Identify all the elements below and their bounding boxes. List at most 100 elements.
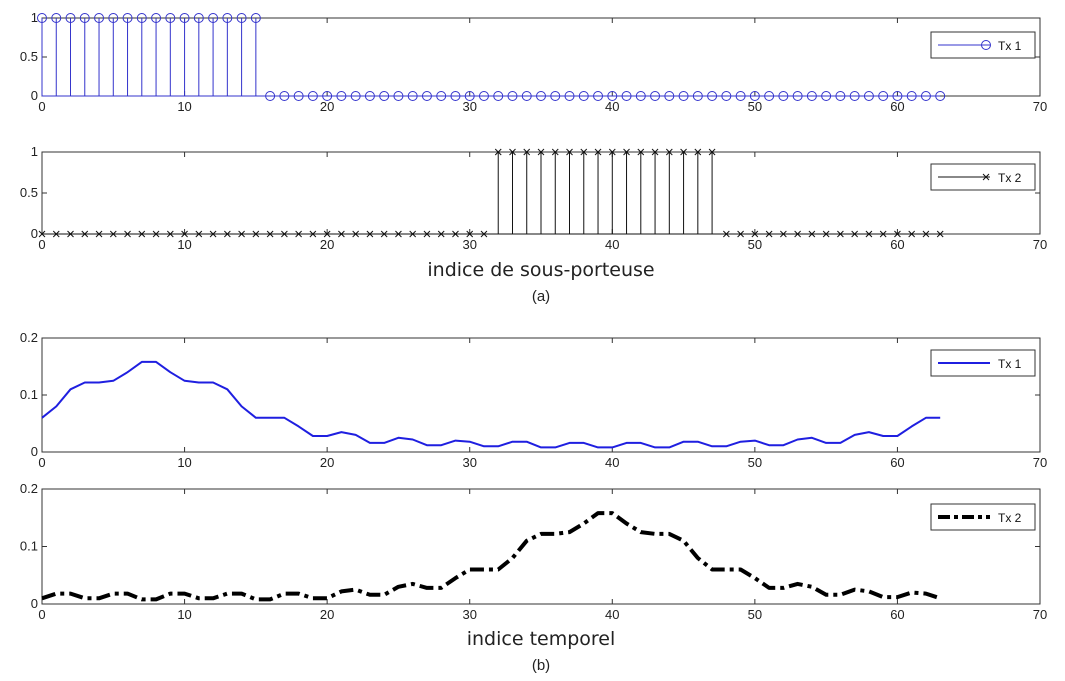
stem-marker [594, 148, 602, 156]
stem-marker [37, 13, 47, 23]
x-tick-label: 20 [320, 99, 334, 114]
x-tick-label: 10 [177, 99, 191, 114]
legend-label: Tx 1 [998, 357, 1022, 371]
stem-marker [608, 148, 616, 156]
x-tick-label: 50 [748, 237, 762, 252]
x-axis-label: indice de sous-porteuse [427, 259, 654, 281]
stem-marker [537, 148, 545, 156]
panel-b-bottom: 0 10 20 30 40 50 60 70 0 0.1 0.2 Tx 2 indice temp… [20, 481, 1047, 674]
x-tick-label: 70 [1033, 99, 1047, 114]
x-tick-label: 50 [748, 607, 762, 622]
y-tick-label: 0.2 [20, 330, 38, 345]
stem-marker [94, 13, 105, 23]
legend: Tx 2 [930, 163, 1036, 191]
panel-a-top: 0 10 20 30 40 50 60 70 0 0.5 1 Tx 1 [20, 10, 1047, 114]
stem-marker [494, 148, 502, 156]
legend-sample [938, 40, 991, 50]
stem-marker [708, 148, 716, 156]
stem-marker [637, 148, 645, 156]
stem-marker [551, 148, 559, 156]
stem-marker [51, 13, 62, 23]
x-ticks: 0 10 20 30 40 50 60 70 [38, 338, 1047, 470]
x-tick-label: 60 [890, 607, 904, 622]
x-tick-label: 10 [177, 607, 191, 622]
y-ticks: 0 0.1 0.2 [20, 481, 1040, 611]
y-tick-label: 0.1 [20, 539, 38, 554]
stem-marker [136, 13, 147, 23]
y-tick-label: 0.1 [20, 387, 38, 402]
stem-marker [193, 13, 204, 23]
x-tick-label: 0 [38, 455, 45, 470]
x-tick-label: 20 [320, 607, 334, 622]
y-tick-label: 0 [31, 596, 38, 611]
figure-caption: (b) [532, 657, 550, 674]
x-axis-label: indice temporel [467, 628, 616, 650]
stem-marker [623, 148, 630, 156]
y-tick-label: 0 [31, 226, 38, 241]
legend: Tx 1 [930, 31, 1036, 59]
stem-marker [151, 13, 162, 23]
axes-frame [41, 17, 1041, 97]
panel-a-bottom: 0 10 20 30 40 50 60 70 0 0.5 1 Tx 2 indice de sou… [20, 144, 1047, 305]
x-tick-label: 30 [462, 99, 476, 114]
stem-marker [208, 13, 219, 23]
x-tick-label: 0 [38, 237, 45, 252]
x-tick-label: 20 [320, 455, 334, 470]
stem-marker [665, 148, 673, 156]
legend-marker [981, 40, 991, 50]
stem-marker [79, 13, 90, 23]
x-tick-label: 70 [1033, 607, 1047, 622]
x-tick-label: 30 [462, 237, 476, 252]
x-tick-label: 40 [605, 99, 619, 114]
series-marks [37, 13, 946, 101]
x-tick-label: 20 [320, 237, 334, 252]
x-tick-label: 70 [1033, 455, 1047, 470]
legend-label: Tx 2 [998, 171, 1022, 185]
stem-marker [222, 13, 233, 23]
stem-marker [694, 148, 702, 156]
x-tick-label: 40 [605, 607, 619, 622]
x-ticks: 0 10 20 30 40 50 60 70 [38, 18, 1047, 114]
series-marks [38, 148, 944, 238]
stem-marker [108, 13, 119, 23]
stem-marker [680, 148, 687, 156]
stem-marker [580, 148, 588, 156]
stem-marker [509, 148, 516, 156]
series-marks [41, 511, 941, 602]
series-marks [41, 360, 941, 449]
x-tick-label: 0 [38, 607, 45, 622]
x-tick-label: 30 [462, 455, 476, 470]
stem-marker [65, 13, 76, 23]
x-tick-label: 60 [890, 99, 904, 114]
x-tick-label: 30 [462, 607, 476, 622]
y-tick-label: 1 [31, 10, 38, 25]
y-tick-label: 0.5 [20, 185, 38, 200]
x-tick-label: 60 [890, 455, 904, 470]
y-ticks: 0 0.1 0.2 [20, 330, 1040, 459]
stem-marker [236, 13, 247, 23]
legend-sample [938, 173, 990, 181]
stem-marker [179, 13, 190, 23]
panel-b-top: 0 10 20 30 40 50 60 70 0 0.1 0.2 Tx 1 [20, 330, 1047, 470]
axes-frame [41, 488, 1041, 605]
legend: Tx 2 [930, 503, 1036, 531]
legend-label: Tx 1 [998, 39, 1022, 53]
series-line [41, 360, 941, 449]
stem-marker [165, 13, 176, 23]
y-tick-label: 0.2 [20, 481, 38, 496]
y-tick-label: 1 [31, 144, 38, 159]
y-tick-label: 0 [31, 88, 38, 103]
x-tick-label: 40 [605, 455, 619, 470]
legend-marker [982, 173, 990, 181]
y-tick-label: 0 [31, 444, 38, 459]
axes-frame [41, 337, 1041, 453]
stem-marker [250, 13, 261, 23]
stem-marker [566, 148, 573, 156]
x-tick-label: 70 [1033, 237, 1047, 252]
stem-marker [651, 148, 659, 156]
x-tick-label: 50 [748, 99, 762, 114]
x-tick-label: 40 [605, 237, 619, 252]
x-tick-label: 10 [177, 237, 191, 252]
stem-marker [523, 148, 531, 156]
